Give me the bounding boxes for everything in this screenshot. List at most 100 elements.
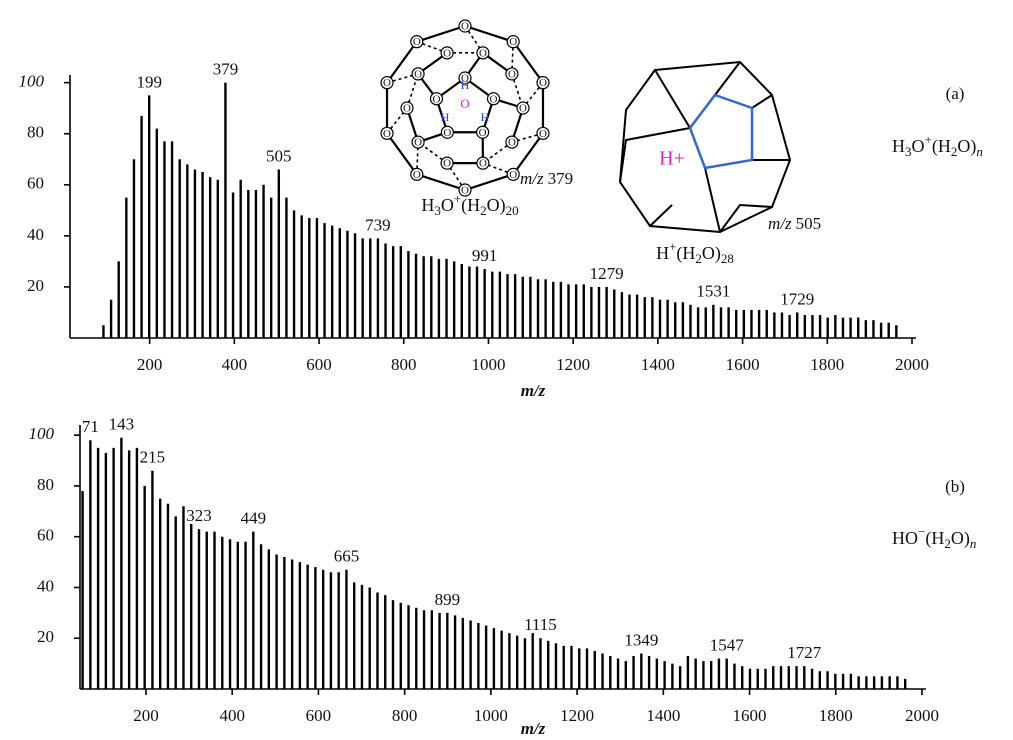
y-tick-label: 60 xyxy=(37,526,54,545)
formula-part: O) xyxy=(487,195,506,216)
formula-part: 2 xyxy=(695,251,702,266)
hydrogen-bond xyxy=(512,132,544,175)
oxygen-label: O xyxy=(539,77,547,89)
oxygen xyxy=(476,46,490,60)
peak-label: 1349 xyxy=(624,630,658,649)
peak-label: 991 xyxy=(472,246,498,265)
oxygen-label: O xyxy=(539,128,547,140)
edge xyxy=(619,127,691,183)
hydrogen-bond xyxy=(464,24,514,43)
formula: H3O+(H2O)20 xyxy=(421,191,518,218)
y-tick-label: 20 xyxy=(27,276,44,295)
hydrogen-bond xyxy=(416,173,466,192)
y-tick-label: 20 xyxy=(37,627,54,646)
oxygen xyxy=(380,76,394,90)
edge xyxy=(719,203,773,233)
peak-label: 739 xyxy=(365,215,391,234)
oxygen xyxy=(506,167,520,181)
panel-label: (b) xyxy=(945,477,965,496)
oxygen xyxy=(380,126,394,140)
oxygen xyxy=(440,125,454,139)
peak-label: 1115 xyxy=(524,615,557,634)
peak-label: 71 xyxy=(82,417,99,436)
formula-part: (H xyxy=(676,243,695,264)
x-tick-label: 2000 xyxy=(905,706,939,725)
peak-label: 449 xyxy=(241,509,267,528)
oxygen xyxy=(476,156,490,170)
oxygen xyxy=(458,183,472,197)
hydrogen-bond xyxy=(386,132,418,175)
oxygen xyxy=(536,76,550,90)
oxygen-label: O xyxy=(508,137,516,149)
y-tick-label: 100 xyxy=(19,72,45,91)
x-tick-label: 600 xyxy=(306,355,332,374)
oxygen xyxy=(486,92,501,106)
formula-part: O) xyxy=(951,528,970,549)
formula-part: H xyxy=(892,136,905,156)
hydrogen-bond xyxy=(512,41,544,84)
oxygen-label: O xyxy=(383,77,391,89)
core-oxygen: O xyxy=(460,96,469,111)
peak-label: 665 xyxy=(334,547,360,566)
oxygen-label: O xyxy=(403,103,411,115)
peak-label: 899 xyxy=(435,590,461,609)
x-tick-label: 200 xyxy=(137,355,163,374)
x-tick-label: 400 xyxy=(219,706,245,725)
edge xyxy=(704,167,721,233)
formula: HO−(H2O)n xyxy=(892,524,976,551)
x-tick-label: 1600 xyxy=(726,355,760,374)
oxygen xyxy=(440,46,454,60)
formula-part: (H xyxy=(932,136,951,157)
peak-label: 1547 xyxy=(710,635,745,654)
mz-label: m/z 379 xyxy=(520,169,573,188)
y-tick-label: 100 xyxy=(29,424,55,443)
edge xyxy=(751,94,773,109)
hydrogen-bond xyxy=(416,24,466,43)
core-hydrogen: H xyxy=(481,110,490,124)
x-tick-label: 600 xyxy=(306,706,332,725)
edge xyxy=(649,204,673,227)
edge xyxy=(714,61,741,96)
formula-part: (H xyxy=(461,195,480,216)
formula-part: 2 xyxy=(944,536,951,551)
formula-part: 3 xyxy=(905,144,912,159)
mz-label: m/z 505 xyxy=(768,214,821,233)
oxygen xyxy=(458,71,472,85)
oxygen xyxy=(458,19,472,33)
formula: H3O+(H2O)n xyxy=(892,132,983,159)
formula-part: 2 xyxy=(951,144,958,159)
oxygen-label: O xyxy=(479,127,487,139)
y-tick-label: 60 xyxy=(27,174,44,193)
ion-label: H+ xyxy=(659,148,685,170)
formula-part: O xyxy=(441,195,454,215)
oxygen xyxy=(429,92,444,106)
formula-part: 28 xyxy=(721,251,734,266)
x-tick-label: 400 xyxy=(222,355,248,374)
peak-label: 1531 xyxy=(696,282,730,301)
x-tick-label: 200 xyxy=(133,706,159,725)
formula-part: n xyxy=(970,536,977,551)
polyhedron-outline xyxy=(618,60,792,234)
x-axis-label: m/z xyxy=(521,381,546,400)
oxygen xyxy=(411,135,425,149)
oxygen-label: O xyxy=(432,93,440,105)
x-tick-label: 1400 xyxy=(646,706,680,725)
oxygen xyxy=(505,135,519,149)
peak-label: 199 xyxy=(136,72,162,91)
oxygen xyxy=(505,67,519,81)
oxygen xyxy=(536,126,550,140)
oxygen xyxy=(506,35,520,49)
peak-label: 505 xyxy=(266,146,292,165)
formula-part: − xyxy=(918,524,925,539)
oxygen-label: O xyxy=(443,158,451,170)
x-tick-label: 800 xyxy=(391,355,417,374)
mz-value: 505 xyxy=(796,214,822,233)
formula-part: O) xyxy=(957,136,976,157)
oxygen-label: O xyxy=(413,36,421,48)
formula-part: 2 xyxy=(480,203,487,218)
oxygen-label: O xyxy=(414,68,422,80)
formula-part: HO xyxy=(892,528,918,548)
x-tick-label: 1800 xyxy=(819,706,853,725)
formula-part: + xyxy=(925,132,932,147)
